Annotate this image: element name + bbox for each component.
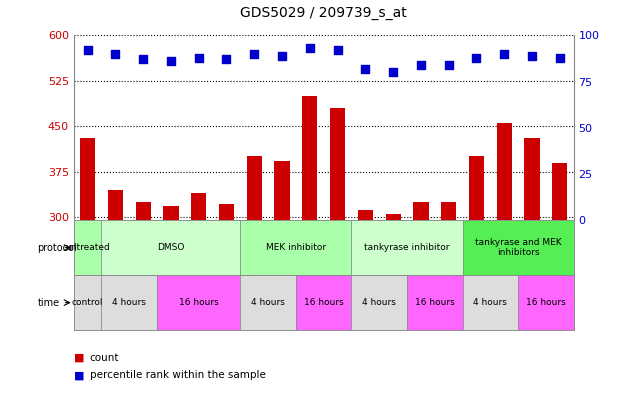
Bar	[191, 193, 206, 393]
Bar	[135, 202, 151, 393]
Bar	[518, 275, 574, 330]
Bar	[385, 214, 401, 393]
Text: 4 hours: 4 hours	[251, 298, 285, 307]
Bar	[407, 275, 463, 330]
Point	[444, 62, 454, 68]
Bar	[101, 275, 157, 330]
Bar	[351, 220, 463, 275]
Point	[304, 45, 315, 51]
Point	[138, 56, 148, 62]
Bar	[240, 220, 351, 275]
Text: protocol: protocol	[38, 242, 77, 253]
Bar	[247, 156, 262, 393]
Bar	[463, 275, 518, 330]
Bar	[524, 138, 540, 393]
Point	[471, 54, 481, 61]
Point	[83, 47, 93, 53]
Text: control: control	[72, 298, 103, 307]
Point	[554, 54, 565, 61]
Text: percentile rank within the sample: percentile rank within the sample	[90, 370, 265, 380]
Bar	[163, 206, 179, 393]
Point	[416, 62, 426, 68]
Point	[333, 47, 343, 53]
Bar	[296, 275, 351, 330]
Text: tankyrase inhibitor: tankyrase inhibitor	[364, 243, 450, 252]
Text: 4 hours: 4 hours	[112, 298, 146, 307]
Bar	[74, 275, 101, 330]
Bar	[441, 202, 456, 393]
Point	[360, 66, 370, 72]
Text: tankyrase and MEK
inhibitors: tankyrase and MEK inhibitors	[475, 238, 562, 257]
Text: 16 hours: 16 hours	[179, 298, 219, 307]
Bar	[157, 275, 240, 330]
Bar	[274, 161, 290, 393]
Bar	[497, 123, 512, 393]
Point	[194, 54, 204, 61]
Text: DMSO: DMSO	[157, 243, 185, 252]
Bar	[108, 190, 123, 393]
Point	[221, 56, 231, 62]
Bar	[552, 163, 567, 393]
Text: 4 hours: 4 hours	[474, 298, 507, 307]
Bar	[302, 96, 317, 393]
Bar	[358, 210, 373, 393]
Text: ■: ■	[74, 370, 88, 380]
Text: 4 hours: 4 hours	[362, 298, 396, 307]
Text: 16 hours: 16 hours	[526, 298, 566, 307]
Bar	[351, 275, 407, 330]
Point	[110, 51, 121, 57]
Point	[499, 51, 510, 57]
Bar	[469, 156, 484, 393]
Bar	[413, 202, 429, 393]
Bar	[240, 275, 296, 330]
Point	[166, 58, 176, 64]
Text: 16 hours: 16 hours	[304, 298, 344, 307]
Bar	[74, 220, 101, 275]
Text: GDS5029 / 209739_s_at: GDS5029 / 209739_s_at	[240, 6, 407, 20]
Point	[527, 53, 537, 59]
Bar	[330, 108, 345, 393]
Bar	[463, 220, 574, 275]
Point	[388, 69, 398, 75]
Text: 16 hours: 16 hours	[415, 298, 454, 307]
Bar	[80, 138, 96, 393]
Bar	[219, 204, 234, 393]
Text: ■: ■	[74, 353, 88, 363]
Text: untreated: untreated	[65, 243, 110, 252]
Bar	[101, 220, 240, 275]
Text: count: count	[90, 353, 119, 363]
Text: time: time	[38, 298, 60, 308]
Text: MEK inhibitor: MEK inhibitor	[266, 243, 326, 252]
Point	[277, 53, 287, 59]
Point	[249, 51, 260, 57]
